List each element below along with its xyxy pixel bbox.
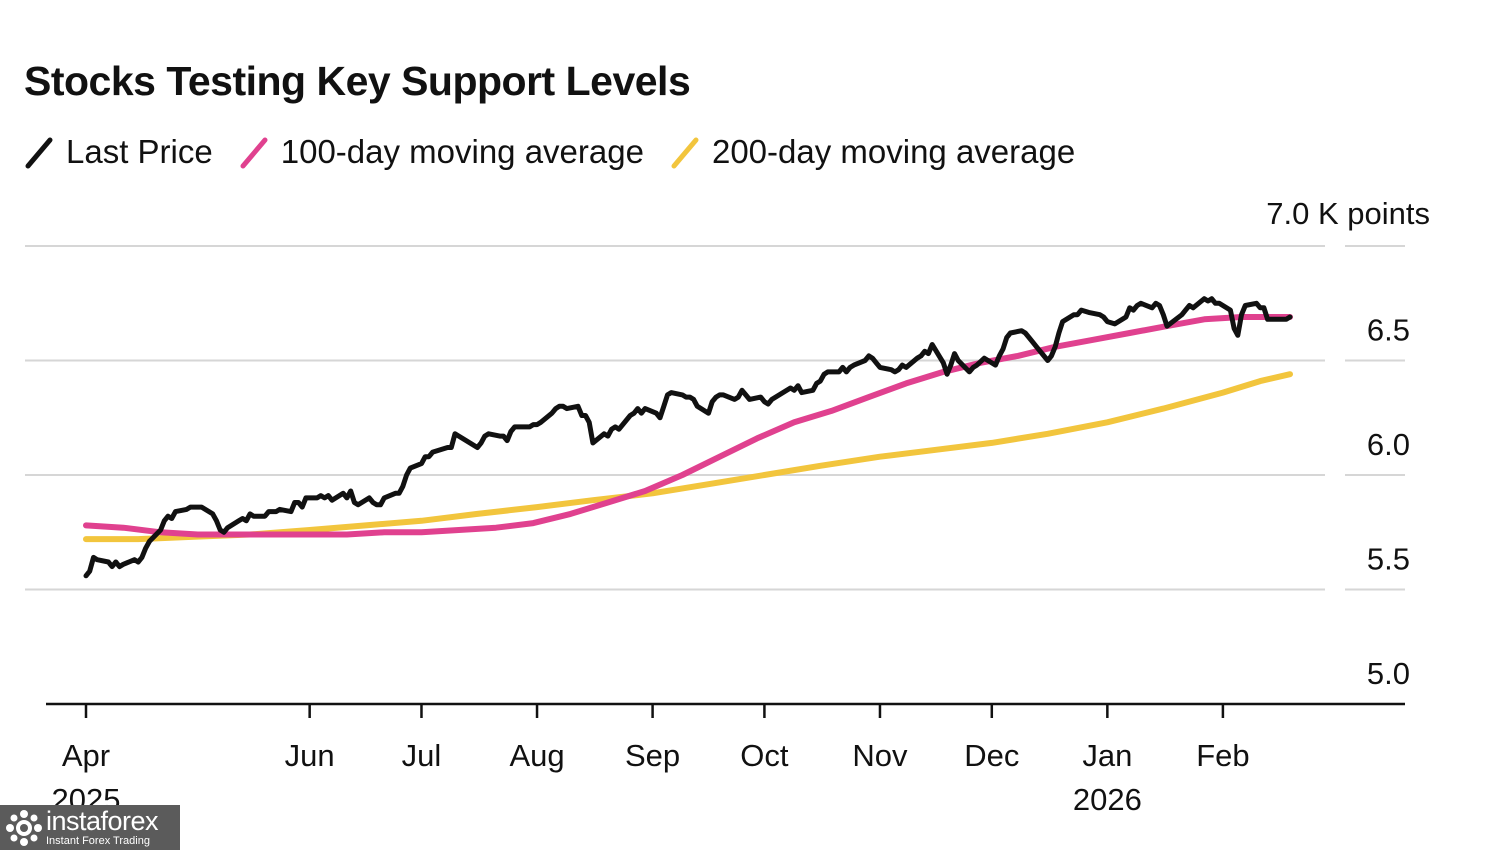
instaforex-logo-icon [6,809,42,846]
series-lines [83,296,1293,579]
legend-swatch-100-day [239,132,271,172]
y-tick-label: 5.0 [1367,656,1410,691]
legend-item-100-day: 100-day moving average [239,132,644,172]
x-tick-label-aug: Aug [509,738,564,773]
legend-label-100-day: 100-day moving average [280,133,644,170]
x-tick-label-jul: Jul [402,738,442,773]
x-tick-label-jun: Jun [285,738,335,773]
x-tick-label-sep: Sep [625,738,680,773]
legend-swatch-last-price [24,132,56,172]
x-tick-label-jan: Jan [1082,738,1132,773]
x-tick-label-nov: Nov [852,738,908,773]
x-tick-label-apr: Apr [62,738,110,773]
y-unit-label: 7.0 K points [1266,196,1430,231]
watermark-brand: instaforex [46,806,159,836]
legend-item-last-price: Last Price [24,132,213,172]
chart-title: Stocks Testing Key Support Levels [24,58,691,104]
100-day-moving-average-line [83,314,1293,538]
legend-label-last-price: Last Price [66,133,213,170]
last-price-line [83,296,1293,579]
y-tick-label: 6.0 [1367,427,1410,462]
x-tick-label-oct: Oct [740,738,789,773]
x-tick-label-dec: Dec [964,738,1019,773]
chart-legend: Last Price 100-day moving average 200-da… [24,132,1101,172]
legend-item-200-day: 200-day moving average [670,132,1075,172]
legend-swatch-200-day [670,132,702,172]
x-tick-label-feb: Feb [1196,738,1249,773]
watermark-tagline: Instant Forex Trading [46,835,150,847]
y-tick-label: 6.5 [1367,313,1410,348]
x-tick-year-2026: 2026 [1073,782,1142,817]
x-axis [46,702,1405,718]
legend-label-200-day: 200-day moving average [711,133,1076,170]
watermark: instaforex Instant Forex Trading [0,805,180,850]
y-tick-label: 5.5 [1367,542,1410,577]
